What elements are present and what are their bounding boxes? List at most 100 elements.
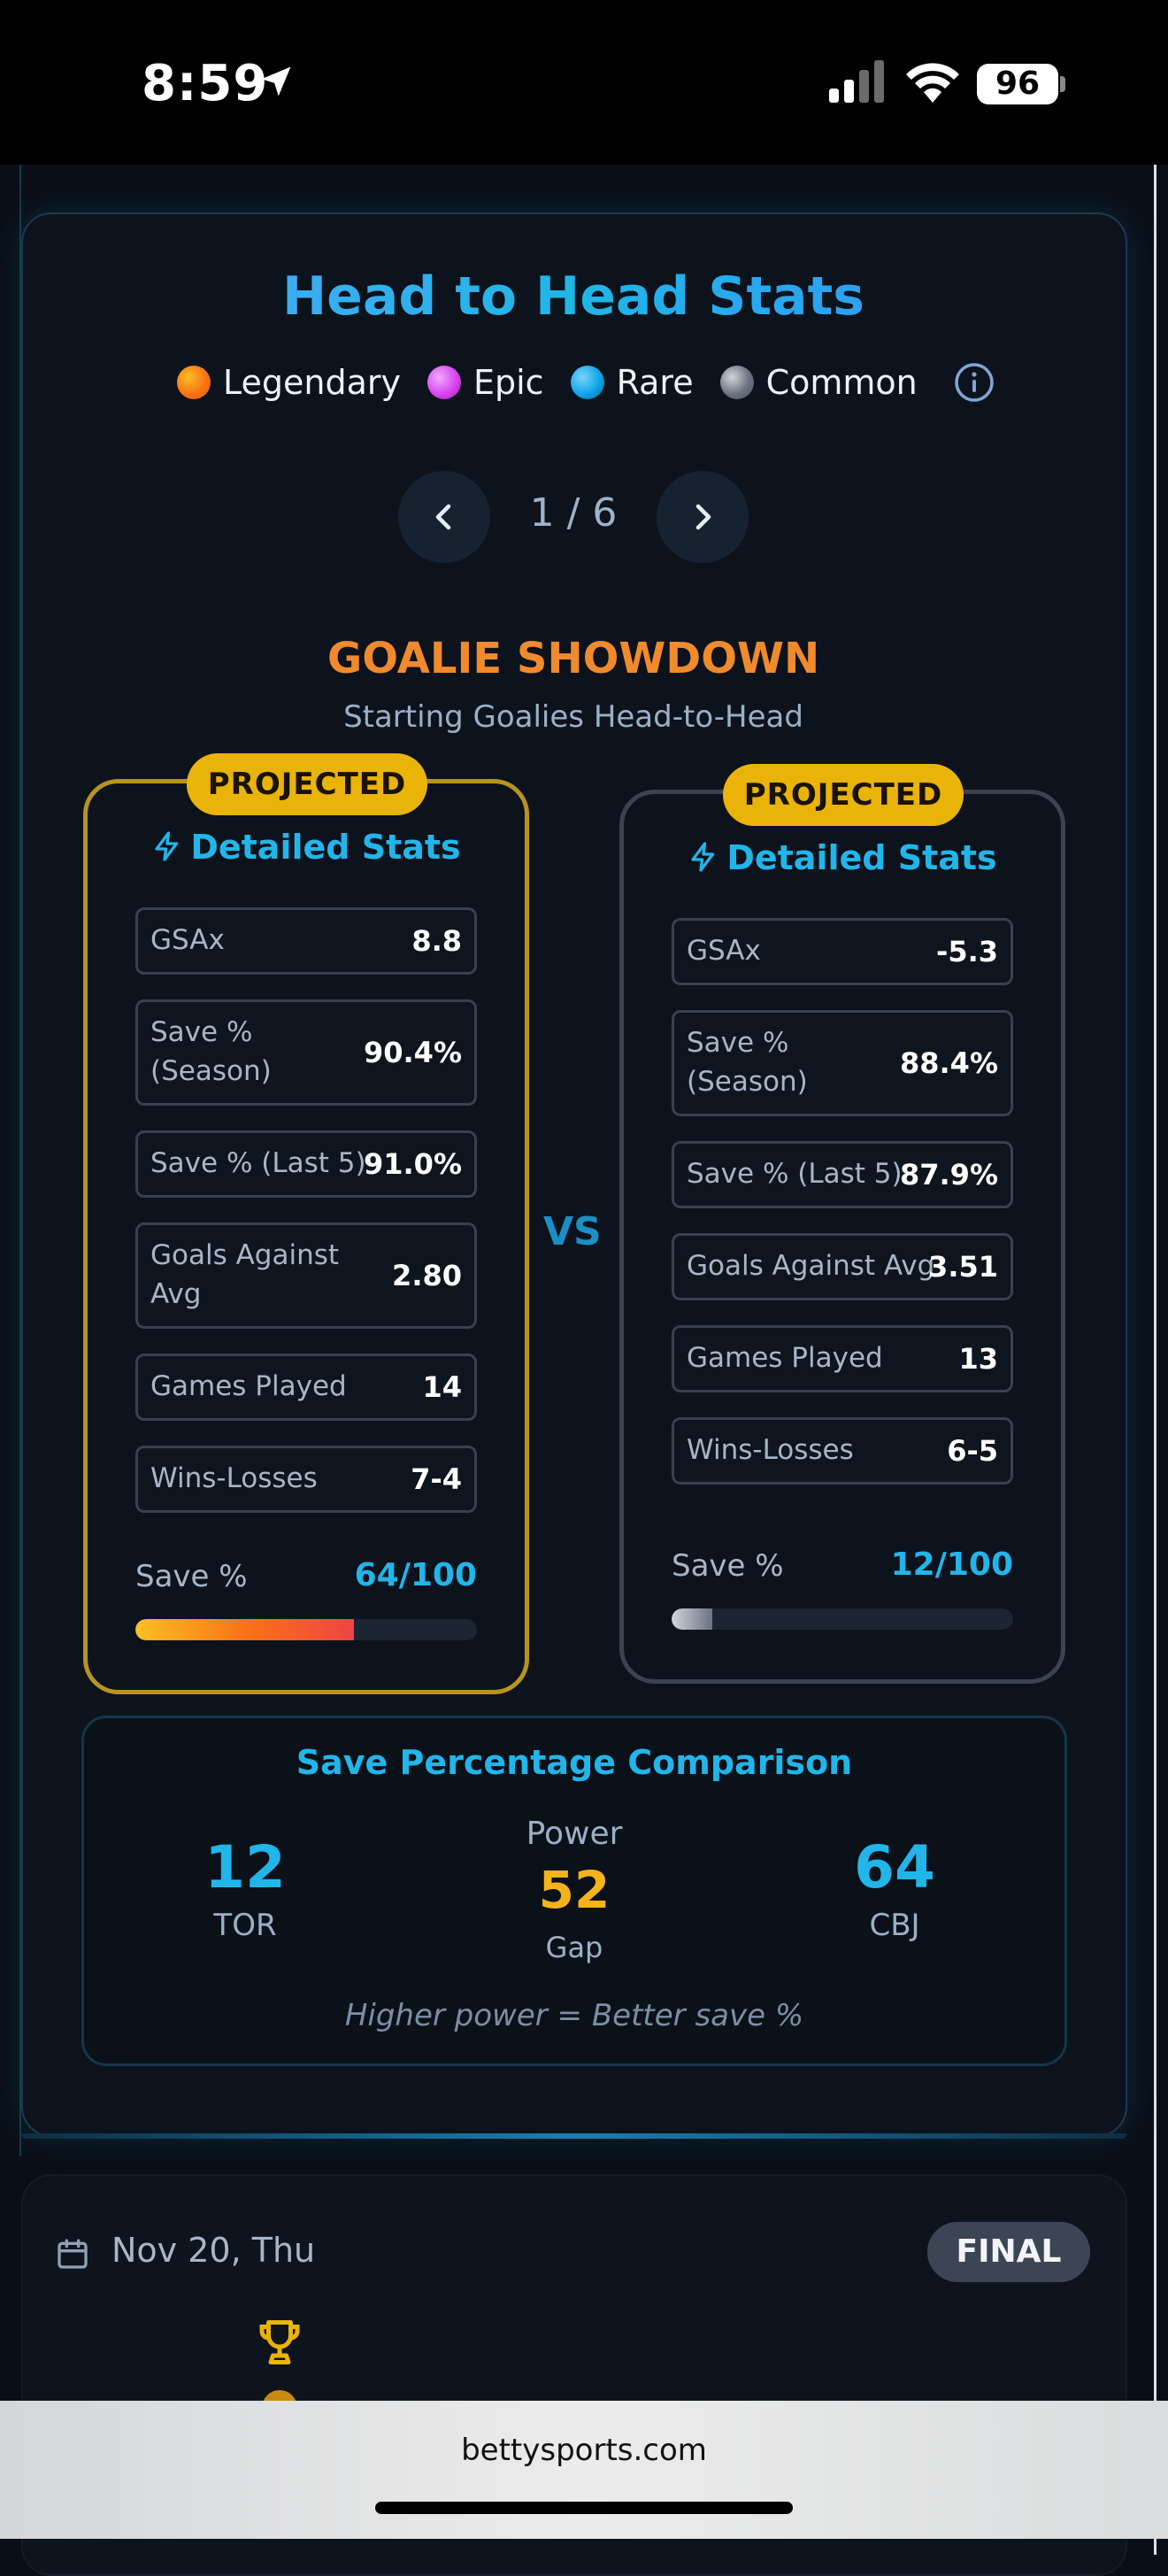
- meter-value: 12/100: [890, 1546, 1013, 1583]
- meter-label: Save %: [672, 1548, 784, 1584]
- detailed-stats-label: Detailed Stats: [190, 828, 461, 867]
- wifi-icon: [906, 63, 959, 103]
- stat-row-save-last5: Save % (Last 5) 91.0%: [135, 1130, 477, 1198]
- stat-row-wins-losses: Wins-Losses 6-5: [672, 1417, 1013, 1485]
- right-goalie-card: PROJECTED Detailed Stats GSAx -5.3 Save …: [619, 764, 1065, 1684]
- stat-row-gsax: GSAx 8.8: [135, 907, 477, 975]
- stat-value: 88.4%: [899, 1046, 998, 1080]
- legend-label: Common: [765, 363, 918, 402]
- stat-label: Save % (Season): [150, 1016, 272, 1087]
- stat-label: Goals Against Avg: [687, 1250, 935, 1282]
- legend-label: Epic: [473, 363, 544, 402]
- legend-label: Legendary: [223, 363, 401, 402]
- comparison-title: Save Percentage Comparison: [296, 1743, 853, 1782]
- chevron-left-icon: [435, 504, 451, 530]
- section-title: GOALIE SHOWDOWN: [327, 634, 820, 683]
- trophy-icon: [259, 2320, 300, 2364]
- detailed-stats-heading: Detailed Stats: [88, 828, 525, 867]
- lightning-icon: [691, 842, 715, 872]
- stat-value: 90.4%: [363, 1036, 462, 1069]
- projected-badge: PROJECTED: [723, 764, 964, 826]
- previous-button[interactable]: [398, 471, 490, 563]
- info-icon[interactable]: [953, 361, 995, 404]
- legend-rare: Rare: [570, 363, 694, 402]
- stat-label: Goals Against Avg: [150, 1239, 340, 1310]
- stat-value: 2.80: [392, 1259, 462, 1292]
- meter-label: Save %: [135, 1559, 248, 1594]
- stat-row-gsax: GSAx -5.3: [672, 918, 1013, 985]
- stat-row-save-last5: Save % (Last 5) 87.9%: [672, 1141, 1013, 1208]
- stat-value: 14: [422, 1370, 462, 1404]
- legend-legendary: Legendary: [177, 363, 401, 402]
- battery-indicator: 96: [977, 64, 1058, 104]
- stat-value: 6-5: [947, 1434, 998, 1468]
- left-power-value: 12: [204, 1833, 286, 1901]
- stat-value: 13: [958, 1342, 998, 1376]
- lightning-icon: [155, 831, 179, 861]
- stat-row-games-played: Games Played 14: [135, 1354, 477, 1421]
- stat-value: 91.0%: [363, 1147, 462, 1181]
- save-percentage-comparison: Save Percentage Comparison 12 TOR Power …: [81, 1716, 1067, 2066]
- stat-row-save-season: Save % (Season) 88.4%: [672, 1010, 1013, 1116]
- scroll-edge: [1154, 165, 1156, 2555]
- section-subtitle: Starting Goalies Head-to-Head: [343, 699, 803, 735]
- right-team-label: CBJ: [869, 1908, 920, 1943]
- detailed-stats-label: Detailed Stats: [726, 838, 997, 877]
- projected-badge: PROJECTED: [187, 753, 427, 815]
- location-arrow-icon: [261, 66, 291, 96]
- stat-label: Wins-Losses: [150, 1462, 318, 1494]
- comparison-note: Higher power = Better save %: [344, 1998, 804, 2033]
- stat-label: GSAx: [687, 935, 761, 967]
- stat-label: Save % (Last 5): [687, 1158, 903, 1190]
- save-meter-fill: [672, 1608, 713, 1630]
- save-meter-fill: [135, 1619, 355, 1640]
- final-status-badge: FINAL: [927, 2222, 1090, 2282]
- legend-epic: Epic: [426, 363, 544, 402]
- rare-dot-icon: [570, 366, 604, 399]
- detailed-stats-heading: Detailed Stats: [624, 838, 1061, 877]
- stat-label: Games Played: [150, 1370, 347, 1402]
- calendar-icon: [58, 2239, 88, 2269]
- legendary-dot-icon: [177, 366, 211, 399]
- pager: 1 / 6: [398, 471, 749, 563]
- stat-row-gaa: Goals Against Avg 3.51: [672, 1233, 1013, 1300]
- stat-label: Save % (Last 5): [150, 1147, 366, 1179]
- panel-title: Head to Head Stats: [0, 266, 1147, 328]
- status-bar: 8:59 96: [0, 0, 1168, 165]
- right-power-value: 64: [854, 1833, 935, 1901]
- power-gap-value: 52: [538, 1860, 611, 1920]
- meter-value: 64/100: [354, 1557, 477, 1593]
- stat-value: 3.51: [928, 1250, 998, 1284]
- stat-row-games-played: Games Played 13: [672, 1325, 1013, 1392]
- game-date: Nov 20, Thu: [111, 2231, 316, 2270]
- chevron-right-icon: [695, 504, 711, 530]
- stat-value: 7-4: [411, 1462, 462, 1496]
- stat-row-save-season: Save % (Season) 90.4%: [135, 999, 477, 1106]
- url-text[interactable]: bettysports.com: [461, 2433, 707, 2468]
- power-label: Power: [526, 1816, 623, 1852]
- stat-label: Games Played: [687, 1342, 883, 1374]
- save-meter-track: [135, 1619, 477, 1640]
- left-goalie-card: PROJECTED Detailed Stats GSAx 8.8 Save %…: [83, 753, 529, 1694]
- page-edge-left: [19, 165, 21, 2156]
- cellular-signal-icon: [829, 60, 884, 103]
- epic-dot-icon: [426, 366, 461, 399]
- home-indicator: [375, 2502, 793, 2514]
- stat-label: Save % (Season): [687, 1027, 808, 1098]
- stat-value: 87.9%: [899, 1158, 998, 1192]
- left-team-label: TOR: [213, 1908, 277, 1943]
- stat-label: GSAx: [150, 924, 225, 956]
- stat-label: Wins-Losses: [687, 1434, 854, 1466]
- stat-value: -5.3: [936, 935, 998, 968]
- next-button[interactable]: [657, 471, 749, 563]
- stat-row-gaa: Goals Against Avg 2.80: [135, 1222, 477, 1329]
- versus-label: VS: [543, 1209, 602, 1254]
- stat-row-wins-losses: Wins-Losses 7-4: [135, 1446, 477, 1513]
- battery-cap: [1060, 76, 1065, 92]
- stat-value: 8.8: [411, 924, 462, 958]
- browser-address-bar[interactable]: [0, 2401, 1168, 2539]
- save-meter-track: [672, 1608, 1013, 1630]
- status-time: 8:59: [142, 55, 269, 112]
- common-dot-icon: [719, 366, 754, 399]
- legend-common: Common: [719, 363, 918, 402]
